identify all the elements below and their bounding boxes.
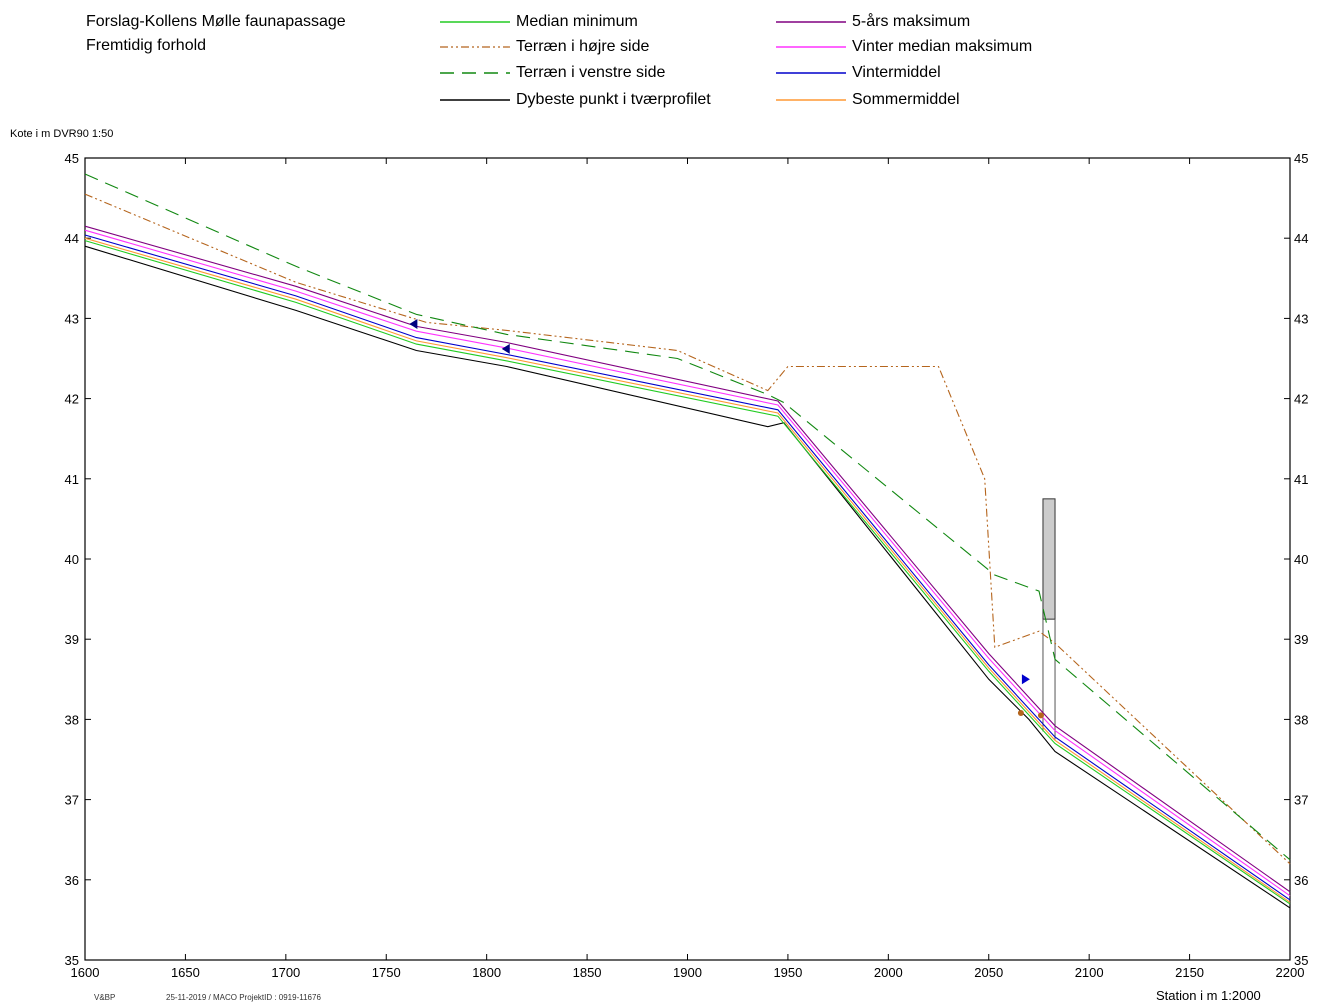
legend-swatch (440, 21, 510, 23)
footer-code: V&BP (94, 993, 116, 1002)
x-tick-label: 2100 (1075, 965, 1104, 980)
x-axis-label: Station i m 1:2000 (1156, 988, 1261, 1003)
y-tick-label-right: 43 (1294, 311, 1308, 326)
y-tick-label-right: 41 (1294, 472, 1308, 487)
x-tick-label: 1650 (171, 965, 200, 980)
y-tick-label-right: 36 (1294, 873, 1308, 888)
series-line-1 (84, 240, 1291, 905)
x-tick-label: 1850 (573, 965, 602, 980)
marker-triangle (409, 319, 418, 330)
y-tick-label-left: 45 (65, 151, 79, 166)
legend-swatch (776, 46, 846, 48)
x-tick-label: 2000 (874, 965, 903, 980)
x-tick-label: 1700 (271, 965, 300, 980)
y-tick-label-right: 38 (1294, 712, 1308, 727)
series-line-3 (84, 234, 1291, 901)
series-line-6 (84, 193, 1291, 865)
y-tick-label-left: 40 (65, 552, 79, 567)
marker-circle (1037, 712, 1044, 719)
y-tick-label-right: 42 (1294, 392, 1308, 407)
marker-circle (1017, 709, 1024, 716)
legend-swatch (776, 72, 846, 74)
legend-label: Vinter median maksimum (852, 38, 1033, 55)
y-tick-label-left: 35 (65, 953, 79, 968)
x-tick-label: 2050 (974, 965, 1003, 980)
legend-label: Sommermiddel (852, 91, 960, 108)
y-tick-label-left: 39 (65, 632, 79, 647)
y-tick-label-left: 41 (65, 472, 79, 487)
series-line-7 (84, 173, 1291, 861)
legend-label: Terræn i venstre side (516, 64, 666, 81)
series-line-2 (84, 237, 1291, 903)
y-tick-label-left: 37 (65, 793, 79, 808)
header-subtitle: Fremtidig forhold (86, 37, 207, 54)
legend-swatch (440, 46, 510, 48)
x-tick-label: 1950 (773, 965, 802, 980)
series-line-0 (84, 245, 1291, 909)
legend-label: Median minimum (516, 13, 638, 30)
y-tick-label-right: 45 (1294, 151, 1308, 166)
legend-swatch (440, 72, 510, 74)
header-title: Forslag-Kollens Mølle faunapassage (86, 13, 346, 30)
legend-label: Vintermiddel (852, 64, 941, 81)
y-tick-label-right: 39 (1294, 632, 1308, 647)
legend-swatch (440, 99, 510, 101)
legend-label: 5-års maksimum (852, 13, 971, 30)
y-tick-label-left: 38 (65, 712, 79, 727)
footer-stamp: 25-11-2019 / MACO ProjektID : 0919-11676 (166, 993, 321, 1002)
series-line-4 (84, 229, 1291, 897)
y-tick-label-left: 44 (65, 231, 79, 246)
legend-swatch (776, 21, 846, 23)
marker-triangle (1021, 674, 1030, 685)
y-tick-label-right: 37 (1294, 793, 1308, 808)
x-tick-label: 1600 (71, 965, 100, 980)
x-tick-label: 1900 (673, 965, 702, 980)
x-tick-label: 2200 (1276, 965, 1305, 980)
x-tick-label: 1750 (372, 965, 401, 980)
x-tick-label: 2150 (1175, 965, 1204, 980)
y-tick-label-right: 44 (1294, 231, 1308, 246)
y-axis-label: Kote i m DVR90 1:50 (10, 128, 114, 140)
legend-swatch (776, 99, 846, 101)
y-tick-label-right: 40 (1294, 552, 1308, 567)
legend-label: Terræn i højre side (516, 38, 650, 55)
x-tick-label: 1800 (472, 965, 501, 980)
y-tick-label-left: 36 (65, 873, 79, 888)
marker-triangle (501, 343, 510, 354)
legend-label: Dybeste punkt i tværprofilet (516, 91, 711, 108)
series-line-5 (84, 225, 1291, 893)
y-tick-label-left: 42 (65, 392, 79, 407)
plot-frame (84, 157, 1291, 961)
y-tick-label-right: 35 (1294, 953, 1308, 968)
structure-box (1042, 498, 1056, 620)
y-tick-label-left: 43 (65, 311, 79, 326)
